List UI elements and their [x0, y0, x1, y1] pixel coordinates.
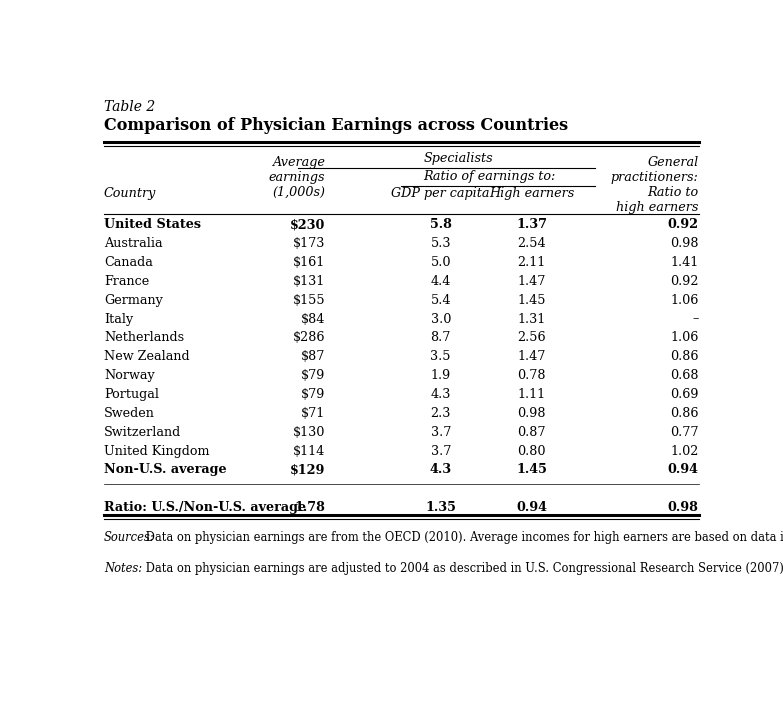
Text: 1.31: 1.31: [518, 312, 546, 325]
Text: Sweden: Sweden: [104, 407, 155, 420]
Text: High earners: High earners: [489, 187, 575, 200]
Text: 1.41: 1.41: [670, 256, 698, 269]
Text: 0.92: 0.92: [668, 218, 698, 231]
Text: 2.56: 2.56: [518, 331, 546, 344]
Text: 0.87: 0.87: [518, 426, 546, 438]
Text: $79: $79: [301, 369, 326, 382]
Text: 0.98: 0.98: [668, 501, 698, 514]
Text: $286: $286: [293, 331, 326, 344]
Text: 2.54: 2.54: [518, 237, 546, 250]
Text: 1.37: 1.37: [516, 218, 547, 231]
Text: 1.9: 1.9: [431, 369, 451, 382]
Text: Canada: Canada: [104, 256, 153, 269]
Text: $230: $230: [290, 218, 326, 231]
Text: 0.98: 0.98: [518, 407, 546, 420]
Text: Comparison of Physician Earnings across Countries: Comparison of Physician Earnings across …: [104, 117, 568, 134]
Text: $71: $71: [301, 407, 326, 420]
Text: France: France: [104, 275, 150, 288]
Text: $161: $161: [293, 256, 326, 269]
Text: 0.69: 0.69: [670, 388, 698, 401]
Text: $173: $173: [293, 237, 326, 250]
Text: $129: $129: [290, 464, 326, 477]
Text: GDP per capita: GDP per capita: [392, 187, 490, 200]
Text: 0.78: 0.78: [518, 369, 546, 382]
Text: 1.47: 1.47: [518, 351, 546, 364]
Text: Specialists: Specialists: [424, 152, 494, 165]
Text: Netherlands: Netherlands: [104, 331, 184, 344]
Text: 4.3: 4.3: [430, 464, 452, 477]
Text: 3.0: 3.0: [431, 312, 451, 325]
Text: 1.02: 1.02: [670, 444, 698, 457]
Text: General
practitioners:
Ratio to
high earners: General practitioners: Ratio to high ear…: [611, 156, 698, 214]
Text: Switzerland: Switzerland: [104, 426, 181, 438]
Text: Average
earnings
(1,000s): Average earnings (1,000s): [269, 156, 326, 199]
Text: $114: $114: [293, 444, 326, 457]
Text: 5.8: 5.8: [430, 218, 452, 231]
Text: Australia: Australia: [104, 237, 163, 250]
Text: Ratio: U.S./Non-U.S. average: Ratio: U.S./Non-U.S. average: [104, 501, 306, 514]
Text: 1.06: 1.06: [670, 294, 698, 307]
Text: 0.92: 0.92: [670, 275, 698, 288]
Text: Germany: Germany: [104, 294, 163, 307]
Text: 8.7: 8.7: [431, 331, 451, 344]
Text: United States: United States: [104, 218, 201, 231]
Text: Norway: Norway: [104, 369, 155, 382]
Text: 0.98: 0.98: [670, 237, 698, 250]
Text: 0.94: 0.94: [668, 464, 698, 477]
Text: 0.68: 0.68: [670, 369, 698, 382]
Text: Portugal: Portugal: [104, 388, 159, 401]
Text: Non-U.S. average: Non-U.S. average: [104, 464, 226, 477]
Text: 5.0: 5.0: [431, 256, 451, 269]
Text: 1.78: 1.78: [294, 501, 326, 514]
Text: Country: Country: [104, 187, 157, 200]
Text: $87: $87: [301, 351, 326, 364]
Text: Table 2: Table 2: [104, 100, 155, 114]
Text: 2.11: 2.11: [518, 256, 546, 269]
Text: 0.86: 0.86: [670, 407, 698, 420]
Text: 0.77: 0.77: [670, 426, 698, 438]
Text: 1.06: 1.06: [670, 331, 698, 344]
Text: 2.3: 2.3: [431, 407, 451, 420]
Text: –: –: [692, 312, 698, 325]
Text: New Zealand: New Zealand: [104, 351, 189, 364]
Text: 1.45: 1.45: [518, 294, 546, 307]
Text: 1.45: 1.45: [516, 464, 547, 477]
Text: Ratio of earnings to:: Ratio of earnings to:: [423, 169, 555, 183]
Text: 1.35: 1.35: [425, 501, 456, 514]
Text: $79: $79: [301, 388, 326, 401]
Text: United Kingdom: United Kingdom: [104, 444, 209, 457]
Text: Italy: Italy: [104, 312, 133, 325]
Text: $130: $130: [293, 426, 326, 438]
Text: Sources:: Sources:: [104, 531, 154, 544]
Text: 1.11: 1.11: [518, 388, 546, 401]
Text: 1.47: 1.47: [518, 275, 546, 288]
Text: 3.7: 3.7: [431, 444, 451, 457]
Text: 0.80: 0.80: [518, 444, 546, 457]
Text: 4.3: 4.3: [431, 388, 451, 401]
Text: Notes:: Notes:: [104, 562, 142, 575]
Text: $131: $131: [293, 275, 326, 288]
Text: 4.4: 4.4: [431, 275, 451, 288]
Text: Data on physician earnings are adjusted to 2004 as described in U.S. Congression: Data on physician earnings are adjusted …: [142, 562, 783, 575]
Text: 5.3: 5.3: [431, 237, 451, 250]
Text: 0.94: 0.94: [516, 501, 547, 514]
Text: Data on physician earnings are from the OECD (2010). Average incomes for high ea: Data on physician earnings are from the …: [142, 531, 783, 544]
Text: 3.7: 3.7: [431, 426, 451, 438]
Text: $155: $155: [293, 294, 326, 307]
Text: $84: $84: [301, 312, 326, 325]
Text: 5.4: 5.4: [431, 294, 451, 307]
Text: 0.86: 0.86: [670, 351, 698, 364]
Text: 3.5: 3.5: [431, 351, 451, 364]
